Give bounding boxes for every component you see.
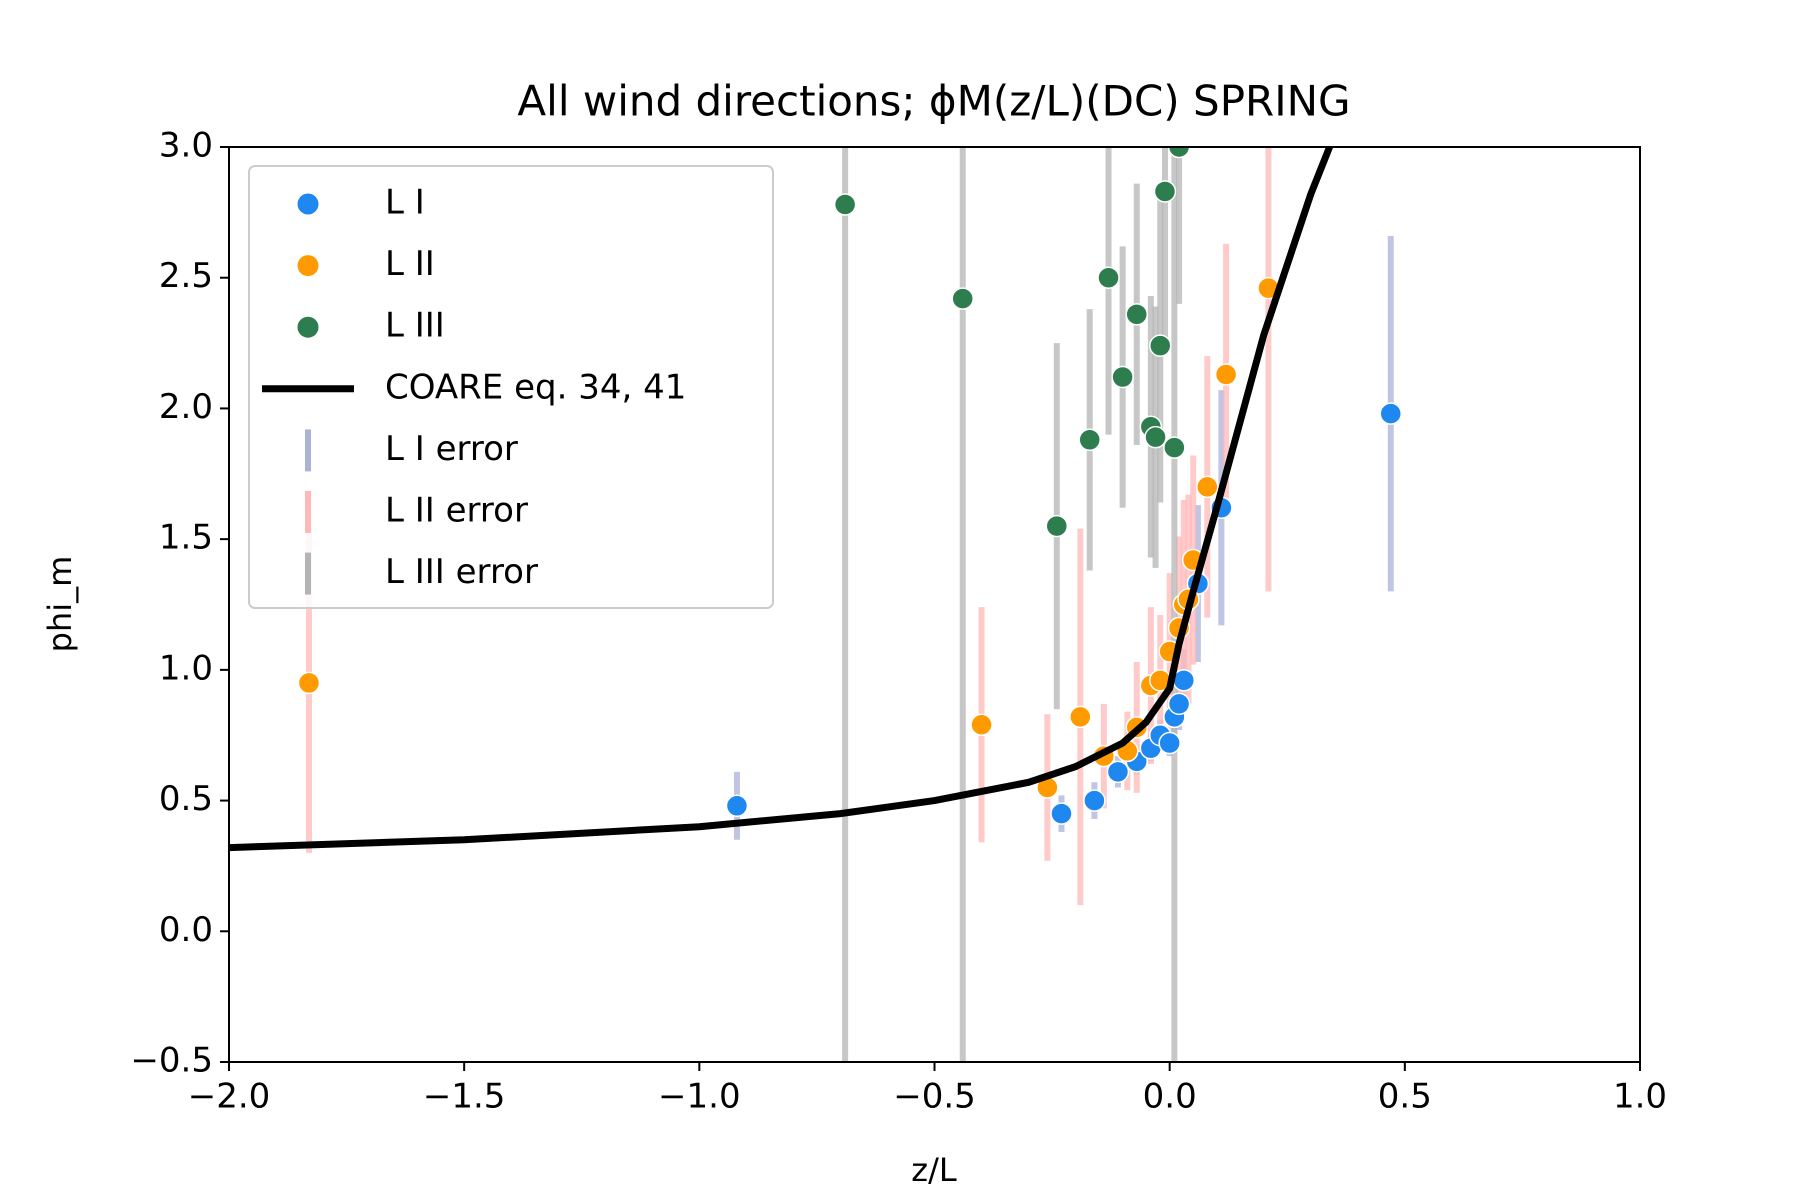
x-tick-label: −1.5 [423, 1077, 506, 1117]
legend-label: L III [385, 306, 445, 346]
axes: −2.0 −1.5 −1.0 −0.5 0.0 0.5 1.0 −0.5 0.0 0.5 1.0 1.… [130, 126, 1667, 1117]
point [1069, 705, 1092, 729]
curve-layer [229, 147, 1333, 852]
point [1106, 760, 1130, 784]
legend: L I L II L III COARE eq. 34, 41 L I error L I… [248, 165, 774, 609]
legend-label: L II error [385, 491, 528, 531]
point [1167, 147, 1191, 159]
x-tick-label: 0.5 [1378, 1077, 1432, 1117]
point [1149, 334, 1172, 357]
y-tick-label: 1.5 [159, 518, 213, 558]
legend-box [248, 165, 774, 609]
x-tick-label: −0.5 [893, 1077, 976, 1117]
legend-label: COARE eq. 34, 41 [385, 367, 686, 407]
point [1078, 428, 1101, 452]
point [1163, 436, 1186, 459]
legend-label: L I error [385, 429, 518, 469]
x-tick-label: −1.0 [658, 1077, 741, 1117]
y-tick-label: 2.5 [159, 256, 213, 296]
y-axis-label: phi_m [41, 556, 79, 653]
point [1083, 789, 1106, 812]
point [951, 287, 974, 310]
point [970, 713, 993, 737]
point [1214, 363, 1238, 386]
legend-marker [297, 193, 319, 215]
point [1196, 475, 1219, 499]
legend-marker [297, 316, 319, 338]
point [1050, 802, 1073, 825]
point [1045, 514, 1069, 538]
point [1379, 402, 1402, 425]
legend-label: L I [385, 183, 425, 223]
y-tick-label: 3.0 [159, 126, 213, 166]
chart-title: All wind directions; ϕM(z/L)(DC) SPRING [517, 77, 1350, 126]
point [1097, 266, 1120, 289]
y-tick-label: −0.5 [130, 1041, 213, 1081]
point [1153, 180, 1177, 203]
point [1158, 731, 1181, 755]
y-tick-label: 0.0 [159, 910, 213, 950]
point [1111, 365, 1134, 389]
y-tick-label: 1.0 [159, 648, 213, 688]
legend-label: L II [385, 244, 435, 284]
x-tick-label: 1.0 [1613, 1077, 1667, 1117]
point [297, 671, 321, 695]
x-tick-label: 0.0 [1143, 1077, 1197, 1117]
y-tick-label: 0.5 [159, 779, 213, 819]
point [1167, 692, 1191, 716]
point [833, 193, 857, 216]
x-axis-label: z/L [911, 1151, 957, 1189]
y-tick-label: 2.0 [159, 387, 213, 427]
point [725, 794, 749, 818]
x-tick-label: −2.0 [188, 1077, 271, 1117]
point [1144, 425, 1167, 449]
curve [229, 147, 1333, 852]
legend-marker [297, 255, 319, 277]
legend-label: L III error [385, 552, 538, 592]
point [1125, 303, 1148, 326]
